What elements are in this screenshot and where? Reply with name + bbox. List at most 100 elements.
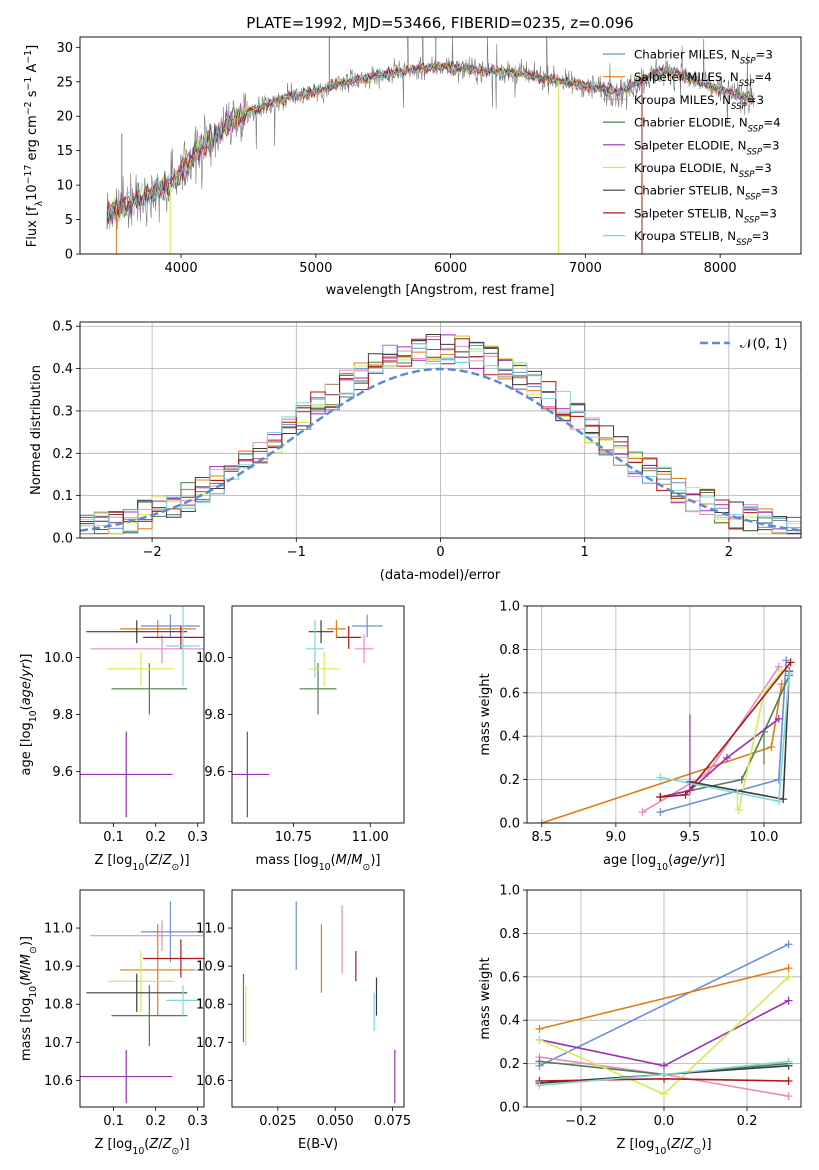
mass-z-ylabel: mass [log10(M/M⊙)] (19, 936, 39, 1061)
weight-age-ytick-label: 0.0 (499, 817, 520, 832)
weight-z-ytick-label: 0.4 (499, 1014, 520, 1029)
spectrum-xtick-label: 7000 (569, 261, 602, 276)
age-z-ytick-label: 9.6 (52, 765, 73, 780)
spectrum-model-line-8 (106, 61, 754, 221)
age-z-xtick-label: 0.2 (145, 830, 166, 845)
spectrum-ytick-label: 10 (56, 179, 73, 194)
mass-z-ytick-label: 10.8 (44, 998, 73, 1013)
weight-age-ylabel: mass weight (478, 673, 493, 755)
weight-z-ytick-label: 0.2 (499, 1057, 520, 1072)
weight-z-plot (535, 940, 793, 1101)
weight-age-xtick-label: 9.0 (606, 830, 627, 845)
weight-z-frame (526, 889, 802, 1108)
mass-z-ytick-label: 10.9 (44, 960, 73, 975)
age-mass-xtick-label: 11.00 (352, 830, 389, 845)
spectrum-xtick-label: 5000 (299, 261, 332, 276)
age-z-axes (76, 656, 199, 827)
spectrum-xtick-label: 6000 (434, 261, 467, 276)
mass-ebv-ytick-label: 10.6 (196, 1074, 225, 1089)
spectrum-title: PLATE=1992, MJD=53466, FIBERID=0235, z=0… (246, 14, 633, 32)
weight-age-xtick-label: 10.0 (749, 830, 778, 845)
mass-ebv-axes (228, 927, 393, 1111)
residuals-hist-8 (80, 343, 801, 538)
spectrum-legend-label-1: Salpeter MILES, NSSP=4 (634, 70, 772, 89)
weight-z-ylabel: mass weight (478, 957, 493, 1039)
age-z-xtick-label: 0.3 (187, 830, 208, 845)
spectrum-xtick-label: 8000 (704, 261, 737, 276)
weight-age-line-2 (642, 666, 780, 813)
weight-age-ytick-label: 0.6 (499, 686, 520, 701)
mass-z-ytick-label: 10.7 (44, 1036, 73, 1051)
spectrum-ytick-label: 5 (65, 213, 73, 228)
residuals-xtick-label: 1 (581, 545, 589, 560)
mass-ebv-ytick-label: 10.8 (196, 998, 225, 1013)
weight-age-ytick-label: 0.8 (499, 643, 520, 658)
age-mass-xtick-label: 10.75 (275, 830, 312, 845)
spectrum-legend-label-0: Chabrier MILES, NSSP=3 (634, 48, 773, 67)
age-z-ytick-label: 9.8 (52, 708, 73, 723)
age-mass-axes (228, 656, 371, 827)
residuals-legend-label: 𝒩(0, 1) (740, 337, 787, 352)
mass-z-xtick-label: 0.3 (187, 1114, 208, 1129)
residuals-ytick-label: 0.3 (52, 404, 73, 419)
mass-ebv-xlabel: E(B-V) (298, 1137, 338, 1152)
mass-z-plot (80, 901, 204, 1104)
weight-z-ytick-label: 0.0 (499, 1101, 520, 1116)
age-z-ytick-label: 10.0 (44, 651, 73, 666)
mass-z-xtick-label: 0.1 (103, 1114, 124, 1129)
mass-ebv-ytick-label: 10.9 (196, 960, 225, 975)
weight-age-plot (537, 656, 795, 823)
residuals-ytick-label: 0.5 (52, 320, 73, 335)
age-mass-xlabel: mass [log10(M/M⊙)] (256, 853, 381, 873)
weight-age-line-3 (660, 675, 790, 798)
mass-z-xtick-label: 0.2 (145, 1114, 166, 1129)
age-mass-ytick-label: 9.8 (204, 708, 225, 723)
spectrum-ytick-label: 25 (56, 75, 73, 90)
age-z-xtick-label: 0.1 (103, 830, 124, 845)
mass-z-ytick-label: 11.0 (44, 922, 73, 937)
residuals-xtick-label: 2 (725, 545, 733, 560)
age-mass-ytick-label: 10.0 (196, 651, 225, 666)
weight-age-frame (526, 605, 802, 824)
spectrum-ytick-label: 20 (56, 110, 73, 125)
age-mass-plot (232, 614, 383, 818)
weight-z-axes (523, 889, 801, 1111)
age-z-plot (80, 606, 204, 818)
residuals-ytick-label: 0.4 (52, 362, 73, 377)
spectrum-ylabel: Flux [fλ10−17 erg cm−2 s−1 A−1] (23, 45, 45, 247)
mass-ebv-plot (242, 901, 396, 1104)
residuals-ytick-label: 0.1 (52, 489, 73, 504)
weight-z-line-0 (539, 943, 789, 1067)
spectrum-legend-label-7: Salpeter STELIB, NSSP=3 (634, 206, 777, 225)
mass-ebv-frame (231, 889, 405, 1108)
spectrum-legend-label-4: Salpeter ELODIE, NSSP=3 (634, 138, 779, 157)
mass-z-axes (76, 927, 199, 1111)
residuals-xlabel: (data-model)/error (380, 568, 501, 583)
residuals-xtick-label: 0 (436, 545, 444, 560)
spectrum-ytick-label: 15 (56, 144, 73, 159)
spectrum-ytick-label: 0 (65, 248, 73, 263)
weight-z-xtick-label: 0.0 (654, 1114, 675, 1129)
mass-ebv-xtick-label: 0.025 (259, 1114, 296, 1129)
spectrum-legend-label-5: Kroupa ELODIE, NSSP=3 (634, 161, 772, 180)
spectrum-xtick-label: 4000 (165, 261, 198, 276)
residuals-ytick-label: 0.2 (52, 447, 73, 462)
spectrum-legend-label-3: Chabrier ELODIE, NSSP=4 (634, 116, 781, 135)
weight-z-xlabel: Z [log10(Z/Z⊙)] (616, 1137, 711, 1157)
mass-ebv-xtick-label: 0.050 (317, 1114, 354, 1129)
weight-age-ytick-label: 1.0 (499, 600, 520, 615)
weight-age-line-1 (541, 683, 783, 823)
residuals-gaussian-curve (80, 367, 801, 532)
spectrum-frame (79, 36, 802, 255)
spectrum-axes (76, 46, 721, 258)
age-mass-ytick-label: 9.6 (204, 765, 225, 780)
weight-z-ytick-label: 0.6 (499, 970, 520, 985)
weight-z-ytick-label: 0.8 (499, 927, 520, 942)
weight-age-ytick-label: 0.4 (499, 730, 520, 745)
mass-z-frame (79, 889, 205, 1108)
mass-ebv-ytick-label: 11.0 (196, 922, 225, 937)
age-z-frame (79, 605, 205, 824)
spectrum-legend-label-2: Kroupa MILES, NSSP=3 (634, 93, 764, 112)
residuals-xtick-label: −1 (287, 545, 306, 560)
